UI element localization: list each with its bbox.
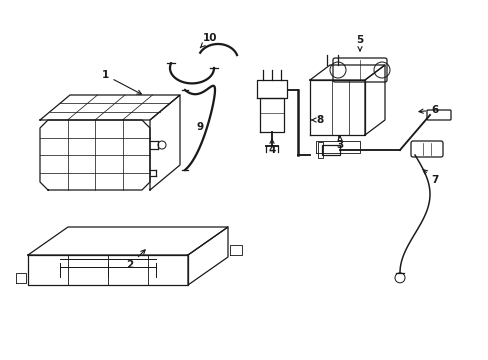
Text: 10: 10 — [200, 33, 217, 48]
Bar — [321, 145, 339, 155]
Text: 7: 7 — [422, 170, 438, 185]
Text: 2: 2 — [126, 250, 145, 270]
Text: 1: 1 — [101, 70, 141, 94]
Bar — [317, 142, 323, 158]
Text: 3: 3 — [336, 136, 343, 150]
Text: 6: 6 — [418, 105, 438, 115]
Text: 5: 5 — [356, 35, 363, 51]
Text: 4: 4 — [268, 139, 275, 155]
Text: 9: 9 — [196, 122, 203, 132]
Text: 8: 8 — [310, 115, 323, 125]
